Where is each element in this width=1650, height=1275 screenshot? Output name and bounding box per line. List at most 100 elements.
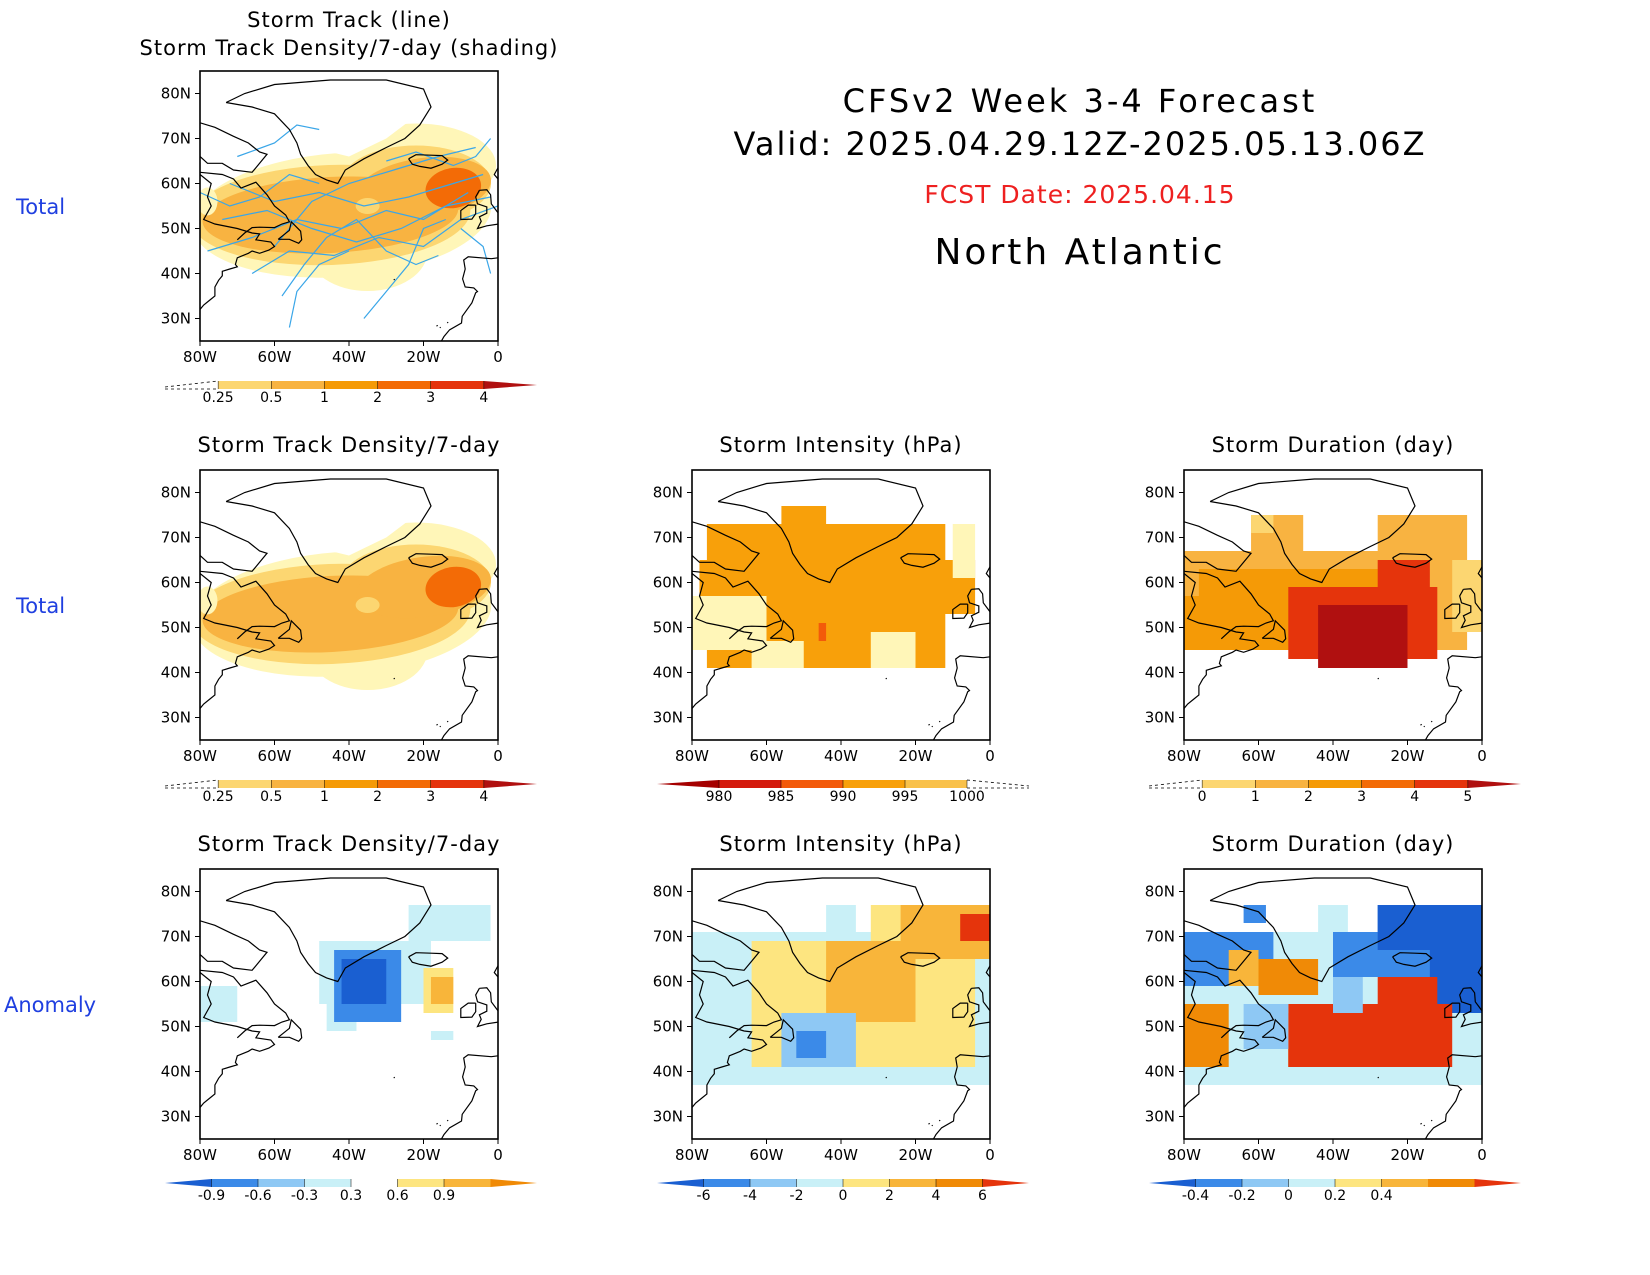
colorbar-swatch <box>750 1179 797 1187</box>
lon-tick-label: 20W <box>1391 1146 1425 1164</box>
colorbar-label: 2 <box>373 789 382 805</box>
map-panel-p2: 80N 70N 60N 50N 40N 30N 80W 60W 40W 20W 0 980 985 990… <box>653 469 1030 805</box>
coastline <box>393 278 396 281</box>
colorbar-over-arrow <box>490 1179 537 1187</box>
panel-title: Storm Track Density/7-day <box>197 832 501 856</box>
lon-tick-label: 40W <box>824 747 858 765</box>
coastline <box>952 603 969 620</box>
lat-tick-label: 40N <box>161 265 191 283</box>
field-layer <box>200 71 498 341</box>
coastline <box>436 324 439 327</box>
coastline <box>1459 987 1482 1028</box>
coastline <box>439 725 442 728</box>
colorbar-swatch <box>324 381 378 389</box>
coastline <box>440 1054 498 1139</box>
row-label-total-1: Total <box>16 195 66 219</box>
lon-tick-label: 20W <box>899 747 933 765</box>
coastline <box>446 720 449 723</box>
coastline <box>277 1018 303 1043</box>
colorbar-swatch <box>444 1179 491 1187</box>
lat-tick-label: 60N <box>653 973 683 991</box>
grid-cell-block <box>200 986 238 1022</box>
lon-tick-label: 80W <box>675 1146 709 1164</box>
storm-track-line <box>274 146 476 247</box>
colorbar-label: 5 <box>1463 789 1472 805</box>
lat-tick-label: 60N <box>161 574 191 592</box>
lat-tick-label: 70N <box>1145 928 1175 946</box>
coastline <box>1477 566 1482 579</box>
colorbar-label: 985 <box>768 789 795 805</box>
colorbar-swatch <box>1361 780 1415 788</box>
colorbar-swatch <box>1242 1179 1289 1187</box>
colorbar-label: 1 <box>1251 789 1260 805</box>
coastline <box>460 204 477 221</box>
coastline <box>1392 952 1433 967</box>
coastline <box>885 677 888 680</box>
coastline <box>277 220 303 245</box>
lat-tick-label: 70N <box>653 928 683 946</box>
coastline <box>692 972 768 1108</box>
shaded-region <box>425 167 482 209</box>
coastline <box>200 122 269 173</box>
colorbar-swatch <box>1381 1179 1428 1187</box>
colorbar-swatch <box>351 1179 398 1187</box>
map-panel-p6: 80N 70N 60N 50N 40N 30N 80W 60W 40W 20W 0 -0.4 -0.2 0… <box>1145 868 1521 1204</box>
lat-tick-label: 70N <box>1145 529 1175 547</box>
coastline <box>1261 619 1287 644</box>
grid-cell-block <box>1377 977 1438 1013</box>
colorbar-label: 990 <box>830 789 857 805</box>
grid-cell-block <box>1184 1004 1229 1067</box>
coastline <box>475 588 498 629</box>
coastline <box>931 725 934 728</box>
coastline <box>446 321 449 324</box>
grid-cell-block <box>430 1031 454 1040</box>
coastline <box>1377 677 1380 680</box>
colorbar-label: 3 <box>1357 789 1366 805</box>
lon-tick-label: 0 <box>493 747 503 765</box>
grid-cell-block <box>1318 905 1348 932</box>
colorbar-label: 0.6 <box>386 1188 408 1204</box>
coastline <box>692 573 768 709</box>
panel-title: Storm Duration (day) <box>1211 433 1455 457</box>
coastline <box>717 877 924 983</box>
colorbar-swatch <box>796 1179 843 1187</box>
lon-tick-label: 80W <box>183 1146 217 1164</box>
colorbar-label: 6 <box>978 1188 987 1204</box>
colorbar-swatch <box>218 780 272 788</box>
grid-cell-block <box>826 941 916 1022</box>
colorbar-label: 0 <box>1198 789 1207 805</box>
lat-tick-label: 60N <box>161 175 191 193</box>
coastline <box>439 1124 442 1127</box>
coastline <box>1424 655 1482 740</box>
lat-tick-label: 40N <box>161 664 191 682</box>
colorbar-swatch <box>271 780 325 788</box>
coastline <box>460 1002 477 1019</box>
lat-tick-label: 70N <box>161 130 191 148</box>
coastline <box>900 952 941 967</box>
colorbar-label: 4 <box>932 1188 941 1204</box>
colorbar-label: 0.25 <box>203 390 234 406</box>
coastline <box>928 723 931 726</box>
colorbar: 0 1 2 3 4 5 <box>1148 779 1521 805</box>
coastline <box>692 969 783 1039</box>
coastline <box>931 1124 934 1127</box>
lon-tick-label: 40W <box>332 747 366 765</box>
colorbar-swatch <box>1308 780 1362 788</box>
grid-cell-block <box>1184 596 1244 650</box>
lat-tick-label: 70N <box>653 529 683 547</box>
coastline <box>446 1119 449 1122</box>
colorbar-label: 0 <box>1284 1188 1293 1204</box>
grid-cell-block <box>237 1031 282 1049</box>
lon-tick-label: 40W <box>1316 747 1350 765</box>
lon-tick-label: 20W <box>407 747 441 765</box>
colorbar-swatch <box>1195 1179 1242 1187</box>
grid-cell-block <box>796 1031 827 1058</box>
lon-tick-label: 60W <box>258 348 292 366</box>
colorbar-swatch <box>1202 780 1256 788</box>
colorbar-swatch <box>719 780 781 788</box>
coastline <box>885 1076 888 1079</box>
colorbar-swatch <box>258 1179 305 1187</box>
colorbar-swatch <box>1428 1179 1475 1187</box>
coastline <box>439 326 442 329</box>
grid-cell-block <box>826 905 856 941</box>
